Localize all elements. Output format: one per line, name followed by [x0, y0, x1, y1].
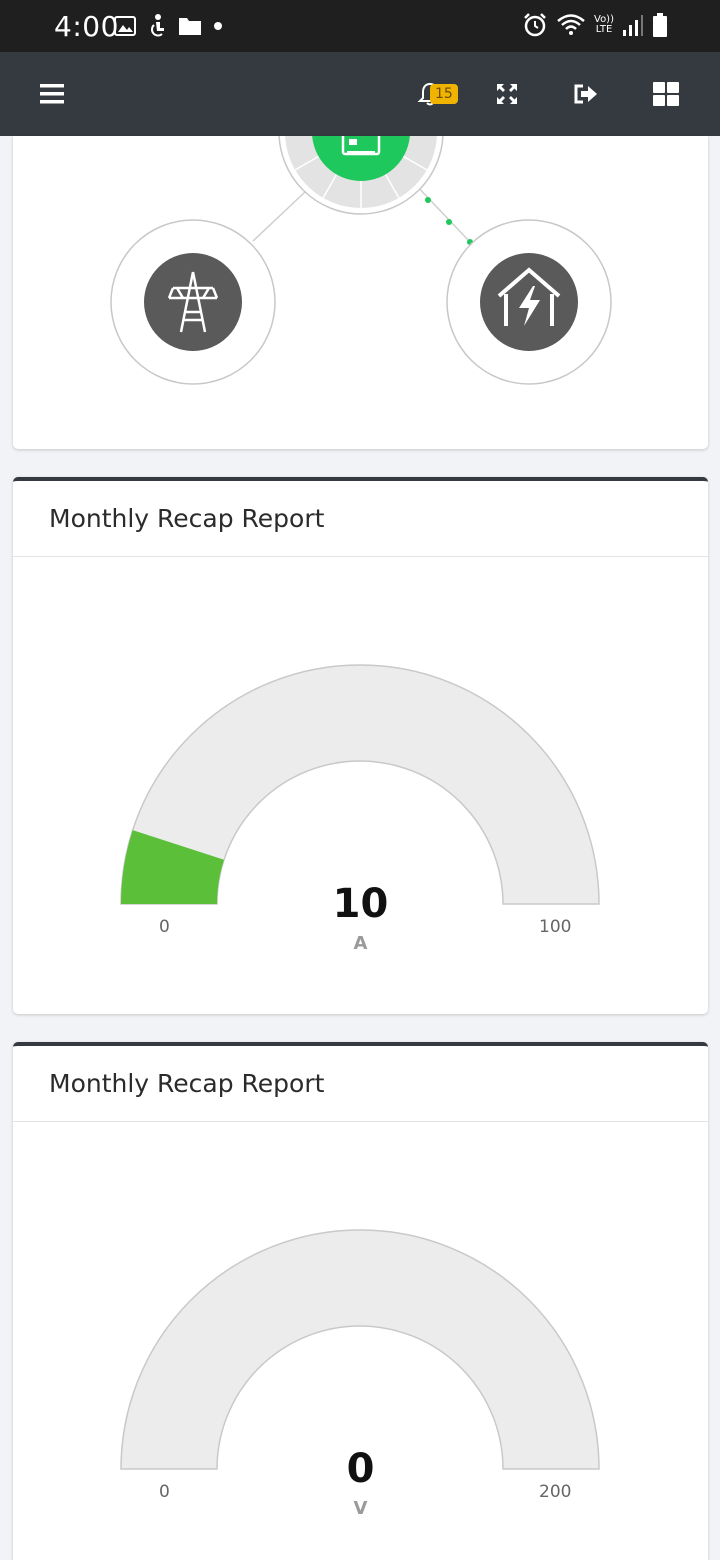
- gauge-max-label: 200: [539, 1482, 572, 1502]
- folder-icon: [179, 18, 201, 35]
- gauge-track: [120, 664, 600, 905]
- gauge-chart: [120, 1229, 600, 1470]
- logout-button[interactable]: [566, 74, 606, 114]
- gauge-card-current: Monthly Recap Report 10 A 0 100: [13, 477, 708, 1014]
- grid-icon: [653, 82, 679, 106]
- status-bar: 4:00 Vo)) LTE: [0, 0, 720, 52]
- card-title: Monthly Recap Report: [49, 1069, 325, 1098]
- wifi-icon: [557, 14, 585, 35]
- flow-dot: [425, 197, 431, 203]
- gauge-max-label: 100: [539, 917, 572, 937]
- signal-icon: [623, 15, 643, 36]
- grid-node[interactable]: [110, 219, 276, 385]
- notification-badge: 15: [430, 84, 458, 104]
- fullscreen-button[interactable]: [487, 74, 527, 114]
- gauge-unit: A: [353, 933, 368, 954]
- gauge-min-label: 0: [159, 1482, 170, 1502]
- gauge-card-voltage: Monthly Recap Report 0 V 0 200: [13, 1042, 708, 1560]
- card-title: Monthly Recap Report: [49, 504, 325, 533]
- status-icons-right: Vo)) LTE: [522, 12, 668, 38]
- gauge-track: [120, 1229, 600, 1470]
- energy-flow-diagram: [110, 49, 612, 385]
- app-toolbar: [0, 52, 720, 136]
- logout-icon: [574, 84, 597, 104]
- apps-button[interactable]: [646, 74, 686, 114]
- accessibility-icon: [151, 14, 164, 37]
- gauge-fill: [121, 830, 224, 904]
- status-time: 4:00: [54, 10, 119, 43]
- gauge-min-label: 0: [159, 917, 170, 937]
- volte-label: Vo)): [594, 14, 614, 25]
- inverter-node[interactable]: [278, 49, 444, 215]
- gallery-icon: [114, 16, 136, 36]
- home-power-icon: [497, 267, 561, 326]
- status-icons-left: [114, 14, 224, 38]
- battery-icon: [653, 13, 667, 37]
- alarm-icon: [524, 13, 546, 37]
- gauge-unit: V: [353, 1498, 368, 1519]
- card-header: Monthly Recap Report: [13, 481, 708, 557]
- hamburger-icon: [40, 84, 64, 104]
- home-connector: [412, 181, 471, 243]
- power-tower-icon: [167, 271, 219, 333]
- card-header: Monthly Recap Report: [13, 1046, 708, 1122]
- expand-icon: [497, 84, 517, 104]
- flow-dot: [446, 219, 452, 225]
- energy-flow-card: [13, 49, 708, 449]
- dot-icon: [214, 22, 222, 30]
- gauge-value: 10: [332, 881, 389, 927]
- menu-button[interactable]: [32, 74, 72, 114]
- home-node[interactable]: [446, 219, 612, 385]
- gauge-chart: [120, 664, 600, 905]
- gauge-value: 0: [346, 1446, 375, 1492]
- grid-connector: [252, 191, 306, 242]
- lte-label: LTE: [595, 24, 613, 35]
- volte-indicator: Vo)) LTE: [594, 15, 614, 35]
